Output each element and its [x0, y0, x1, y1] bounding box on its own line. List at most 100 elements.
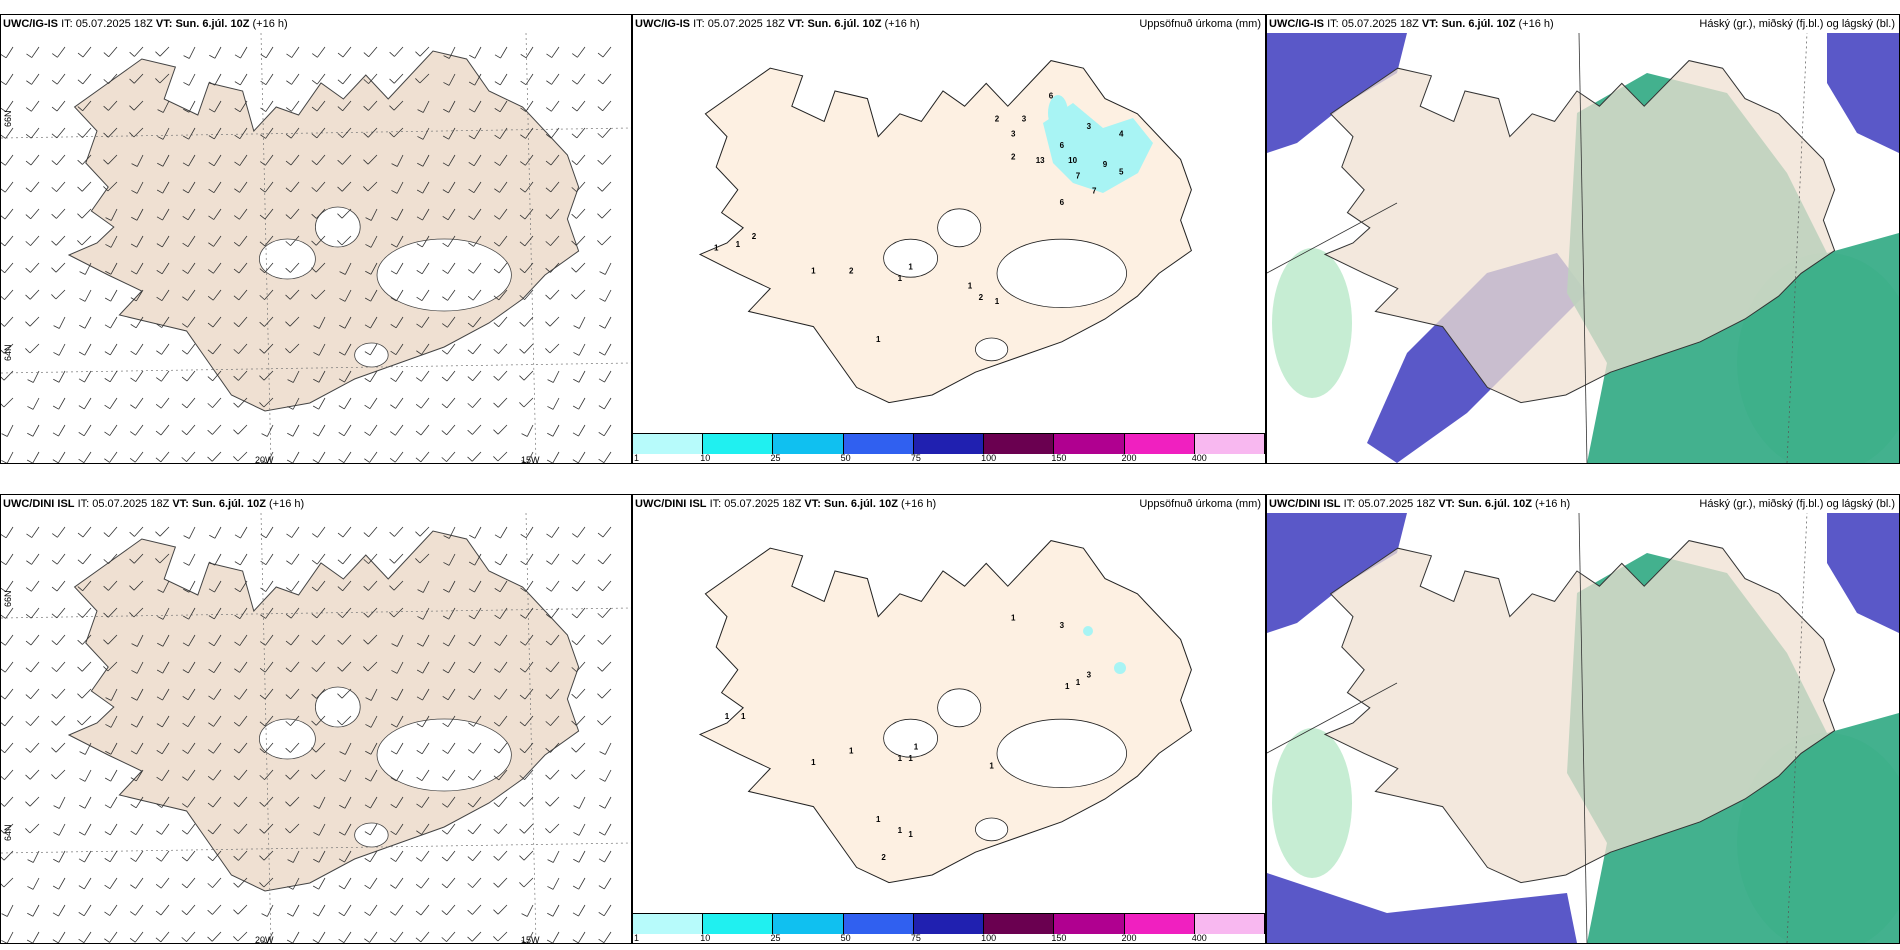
- wind-barb: [598, 397, 612, 410]
- wind-barb: [338, 370, 352, 383]
- wind-barb: [389, 607, 404, 618]
- precip-value: 2: [752, 232, 757, 241]
- wind-barb: [182, 208, 196, 221]
- wind-barb: [103, 526, 118, 538]
- wind-barb: [338, 823, 352, 836]
- precip-value: 1: [898, 754, 903, 763]
- wind-barb: [25, 343, 40, 354]
- wind-barb: [1, 181, 14, 193]
- meridian-line: [525, 33, 537, 463]
- wind-barb: [130, 235, 144, 248]
- wind-barb: [1, 580, 14, 592]
- wind-barb: [1, 127, 14, 139]
- wind-barb: [1, 661, 14, 673]
- wind-barb: [416, 343, 430, 355]
- precip-value: 6: [1049, 92, 1054, 101]
- precip-area: [1083, 626, 1093, 636]
- wind-barb: [546, 931, 560, 943]
- colorbar-tick-label: 150: [1051, 933, 1067, 943]
- panel-header: UWC/IG-IS IT: 05.07.2025 18Z VT: Sun. 6.…: [635, 18, 920, 30]
- wind-barb: [467, 343, 482, 355]
- wind-barb: [130, 715, 144, 728]
- precip-value: 1: [908, 754, 913, 763]
- precip-value: 6: [1060, 141, 1065, 150]
- wind-barb: [234, 634, 248, 646]
- colorbar-ticks: 1 10 25 50 75 100 150 200 400: [633, 453, 1265, 463]
- precip-value: 1: [811, 758, 816, 767]
- wind-barb: [25, 235, 40, 246]
- wind-barb: [443, 553, 456, 566]
- wind-barb: [545, 607, 560, 619]
- wind-barb: [597, 688, 612, 699]
- boundary-line: [1267, 682, 1398, 754]
- wind-barb: [442, 154, 456, 167]
- wind-barb: [597, 526, 612, 538]
- wind-barb: [208, 661, 222, 674]
- wind-barb: [155, 931, 170, 943]
- wind-barb: [27, 370, 40, 383]
- wind-barb: [1, 526, 14, 539]
- wind-barb: [259, 823, 274, 834]
- wind-barb: [103, 580, 118, 591]
- wind-barb: [337, 208, 352, 219]
- wind-barb: [78, 370, 92, 383]
- wind-barb: [182, 181, 196, 194]
- wind-barb: [105, 688, 118, 701]
- wind-barb: [441, 451, 456, 462]
- wind-barb: [311, 181, 326, 192]
- wind-barb: [285, 181, 300, 193]
- wind-barb: [311, 769, 326, 780]
- wind-barb: [493, 235, 508, 247]
- iceland-outline: [1323, 540, 1836, 884]
- wind-barb: [494, 526, 508, 539]
- wind-barb: [130, 769, 144, 782]
- wind-barb: [51, 742, 66, 753]
- wind-barb: [442, 661, 456, 674]
- wind-barb: [182, 154, 196, 167]
- wind-barb: [493, 424, 508, 435]
- wind-barb: [571, 208, 586, 219]
- colorbar-swatch: [773, 434, 844, 454]
- wind-barb: [547, 850, 560, 863]
- wind-barb: [493, 742, 508, 754]
- wind-barb: [363, 100, 378, 111]
- wind-barb: [77, 526, 92, 538]
- wind-barb: [181, 451, 196, 462]
- wind-barb: [208, 235, 222, 247]
- glacier: [996, 238, 1128, 308]
- wind-barb: [390, 397, 404, 409]
- wind-barb: [520, 607, 534, 619]
- wind-barb: [77, 580, 92, 592]
- wind-barb: [493, 769, 508, 781]
- wind-barb: [157, 580, 170, 593]
- wind-barb: [130, 877, 144, 889]
- wind-barb: [183, 580, 196, 593]
- wind-barb: [573, 343, 586, 356]
- meridian-line: [260, 513, 272, 943]
- colorbar-tick-label: 75: [910, 933, 921, 943]
- glacier: [937, 208, 982, 248]
- precip-colorbar: [633, 913, 1265, 934]
- wind-barb: [25, 688, 40, 700]
- wind-barb: [181, 904, 196, 916]
- wind-barb: [207, 343, 222, 355]
- wind-barb: [208, 154, 222, 167]
- wind-barb: [259, 208, 274, 220]
- wind-barb: [390, 796, 404, 809]
- wind-barb: [285, 634, 300, 646]
- glacier: [314, 206, 361, 248]
- wind-barb: [207, 823, 222, 835]
- wind-barb: [53, 796, 66, 809]
- wind-barb: [207, 316, 222, 328]
- wind-barb: [233, 289, 248, 301]
- wind-barb: [181, 850, 196, 862]
- cloud-panel-row2: UWC/DINI ISL IT: 05.07.2025 18Z VT: Sun.…: [1266, 494, 1900, 944]
- wind-barb: [313, 343, 326, 356]
- wind-barb: [234, 46, 248, 59]
- wind-barb: [390, 370, 404, 382]
- wind-barb: [493, 451, 508, 462]
- wind-barb: [183, 46, 196, 59]
- wind-barb: [416, 289, 430, 302]
- wind-barb: [208, 688, 222, 700]
- wind-barb: [547, 877, 560, 890]
